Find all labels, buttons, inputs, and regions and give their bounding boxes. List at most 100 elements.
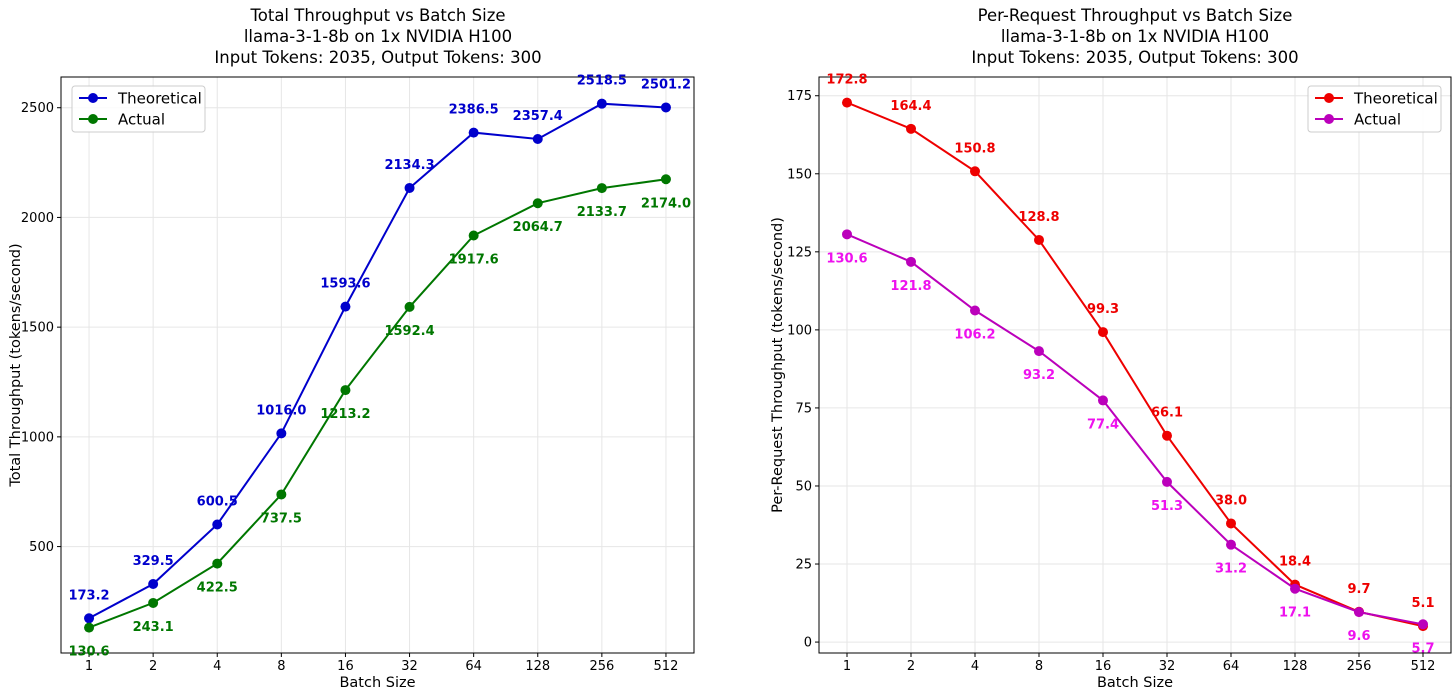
- data-label: 77.4: [1087, 417, 1119, 432]
- data-point: [660, 102, 671, 113]
- series-line: [846, 233, 1424, 626]
- data-label: 18.4: [1279, 555, 1311, 570]
- data-label: 2064.7: [513, 220, 563, 235]
- data-point: [1226, 539, 1237, 550]
- chart-title-line-1: Per-Request Throughput vs Batch Size: [978, 6, 1293, 25]
- x-tick-label: 4: [213, 659, 221, 674]
- data-point: [1097, 327, 1108, 338]
- x-tick-label: 512: [654, 659, 679, 674]
- x-tick-label: 32: [1159, 659, 1176, 674]
- data-label: 737.5: [261, 511, 302, 526]
- data-point: [1290, 583, 1301, 594]
- data-point: [276, 489, 287, 500]
- data-label: 1592.4: [384, 324, 434, 339]
- data-label: 2501.2: [641, 77, 691, 92]
- data-label: 38.0: [1215, 493, 1247, 508]
- data-label: 1213.2: [320, 407, 370, 422]
- data-point: [596, 98, 607, 109]
- data-point: [1033, 346, 1044, 357]
- data-point: [1097, 395, 1108, 406]
- data-label: 164.4: [890, 99, 931, 114]
- data-label: 172.8: [826, 73, 867, 88]
- x-tick-label: 64: [1223, 659, 1240, 674]
- data-label: 5.1: [1411, 596, 1434, 611]
- x-tick-label: 1: [843, 659, 851, 674]
- data-point: [468, 127, 479, 138]
- plot-frame: [818, 76, 1452, 654]
- x-tick-label: 128: [1283, 659, 1308, 674]
- data-point: [969, 305, 980, 316]
- chart-panel-1: Total Throughput vs Batch Size llama-3-1-…: [8, 6, 695, 691]
- data-point: [404, 182, 415, 193]
- data-label: 1917.6: [449, 253, 499, 268]
- y-tick-label: 25: [795, 558, 812, 573]
- series-line: [88, 102, 667, 620]
- series-actual: 130.6 121.8 106.2 93.2 77.4 51.3 31.2 17.1 9.6 5.…: [826, 229, 1435, 656]
- data-point: [468, 230, 479, 241]
- legend-label: Actual: [1354, 111, 1401, 129]
- y-tick-label: 175: [787, 89, 812, 104]
- data-label: 2133.7: [577, 205, 627, 220]
- chart-title-line-2: llama-3-1-8b on 1x NVIDIA H100: [244, 27, 512, 46]
- data-label: 9.7: [1347, 582, 1370, 597]
- data-point: [84, 622, 95, 633]
- data-label: 93.2: [1023, 368, 1055, 383]
- series-line: [846, 101, 1424, 628]
- series-actual: 130.6 243.1 422.5 737.5 1213.2 1592.4 1917.6 20…: [68, 174, 691, 660]
- data-label: 150.8: [954, 141, 995, 156]
- plot-frame: [60, 76, 695, 654]
- y-tick-label: 2000: [21, 211, 54, 226]
- chart-title-line-1: Total Throughput vs Batch Size: [249, 6, 505, 25]
- x-tick-label: 256: [589, 659, 614, 674]
- data-point: [969, 166, 980, 177]
- data-point: [841, 229, 852, 240]
- x-tick-label: 4: [971, 659, 979, 674]
- data-point: [340, 385, 351, 396]
- data-point: [596, 183, 607, 194]
- x-tick-label: 2: [149, 659, 157, 674]
- data-point: [1354, 607, 1365, 618]
- data-label: 2134.3: [384, 158, 434, 173]
- y-tick-label: 0: [804, 636, 812, 651]
- data-point: [660, 174, 671, 185]
- y-tick-label: 150: [787, 167, 812, 182]
- data-point: [905, 123, 916, 134]
- data-point: [340, 301, 351, 312]
- legend: Theoretical Actual: [71, 85, 206, 133]
- chart-title-line-3: Input Tokens: 2035, Output Tokens: 300: [214, 48, 541, 67]
- data-label: 329.5: [133, 554, 174, 569]
- x-tick-label: 1: [85, 659, 93, 674]
- x-tick-label: 16: [1095, 659, 1112, 674]
- data-point: [1418, 619, 1429, 630]
- data-label: 243.1: [133, 620, 174, 635]
- y-tick-label: 1000: [21, 430, 54, 445]
- x-axis-label: Batch Size: [339, 675, 415, 691]
- y-tick-label: 50: [795, 479, 812, 494]
- x-tick-label: 128: [525, 659, 550, 674]
- data-label: 422.5: [197, 581, 238, 596]
- y-tick-label: 2500: [21, 101, 54, 116]
- y-axis-label: Total Throughput (tokens/second): [8, 243, 24, 487]
- data-point: [532, 198, 543, 209]
- data-point: [148, 578, 159, 589]
- series-line: [88, 178, 667, 629]
- x-tick-label: 16: [337, 659, 354, 674]
- legend-marker: [1324, 114, 1334, 124]
- series-theoretical: 172.8 164.4 150.8 128.8 99.3 66.1 38.0 18.4 9.7 5…: [826, 73, 1435, 632]
- legend-label: Theoretical: [117, 90, 202, 108]
- data-label: 130.6: [68, 645, 109, 660]
- y-tick-label: 500: [29, 540, 54, 555]
- data-label: 66.1: [1151, 406, 1183, 421]
- legend-label: Actual: [118, 111, 165, 129]
- x-tick-label: 64: [465, 659, 482, 674]
- data-label: 1016.0: [256, 403, 306, 418]
- data-point: [148, 597, 159, 608]
- x-tick-label: 256: [1347, 659, 1372, 674]
- data-label: 173.2: [68, 588, 109, 603]
- data-label: 5.7: [1411, 641, 1434, 656]
- legend: Theoretical Actual: [1307, 85, 1442, 133]
- data-label: 600.5: [197, 495, 238, 510]
- data-point: [1162, 430, 1173, 441]
- data-label: 106.2: [954, 328, 995, 343]
